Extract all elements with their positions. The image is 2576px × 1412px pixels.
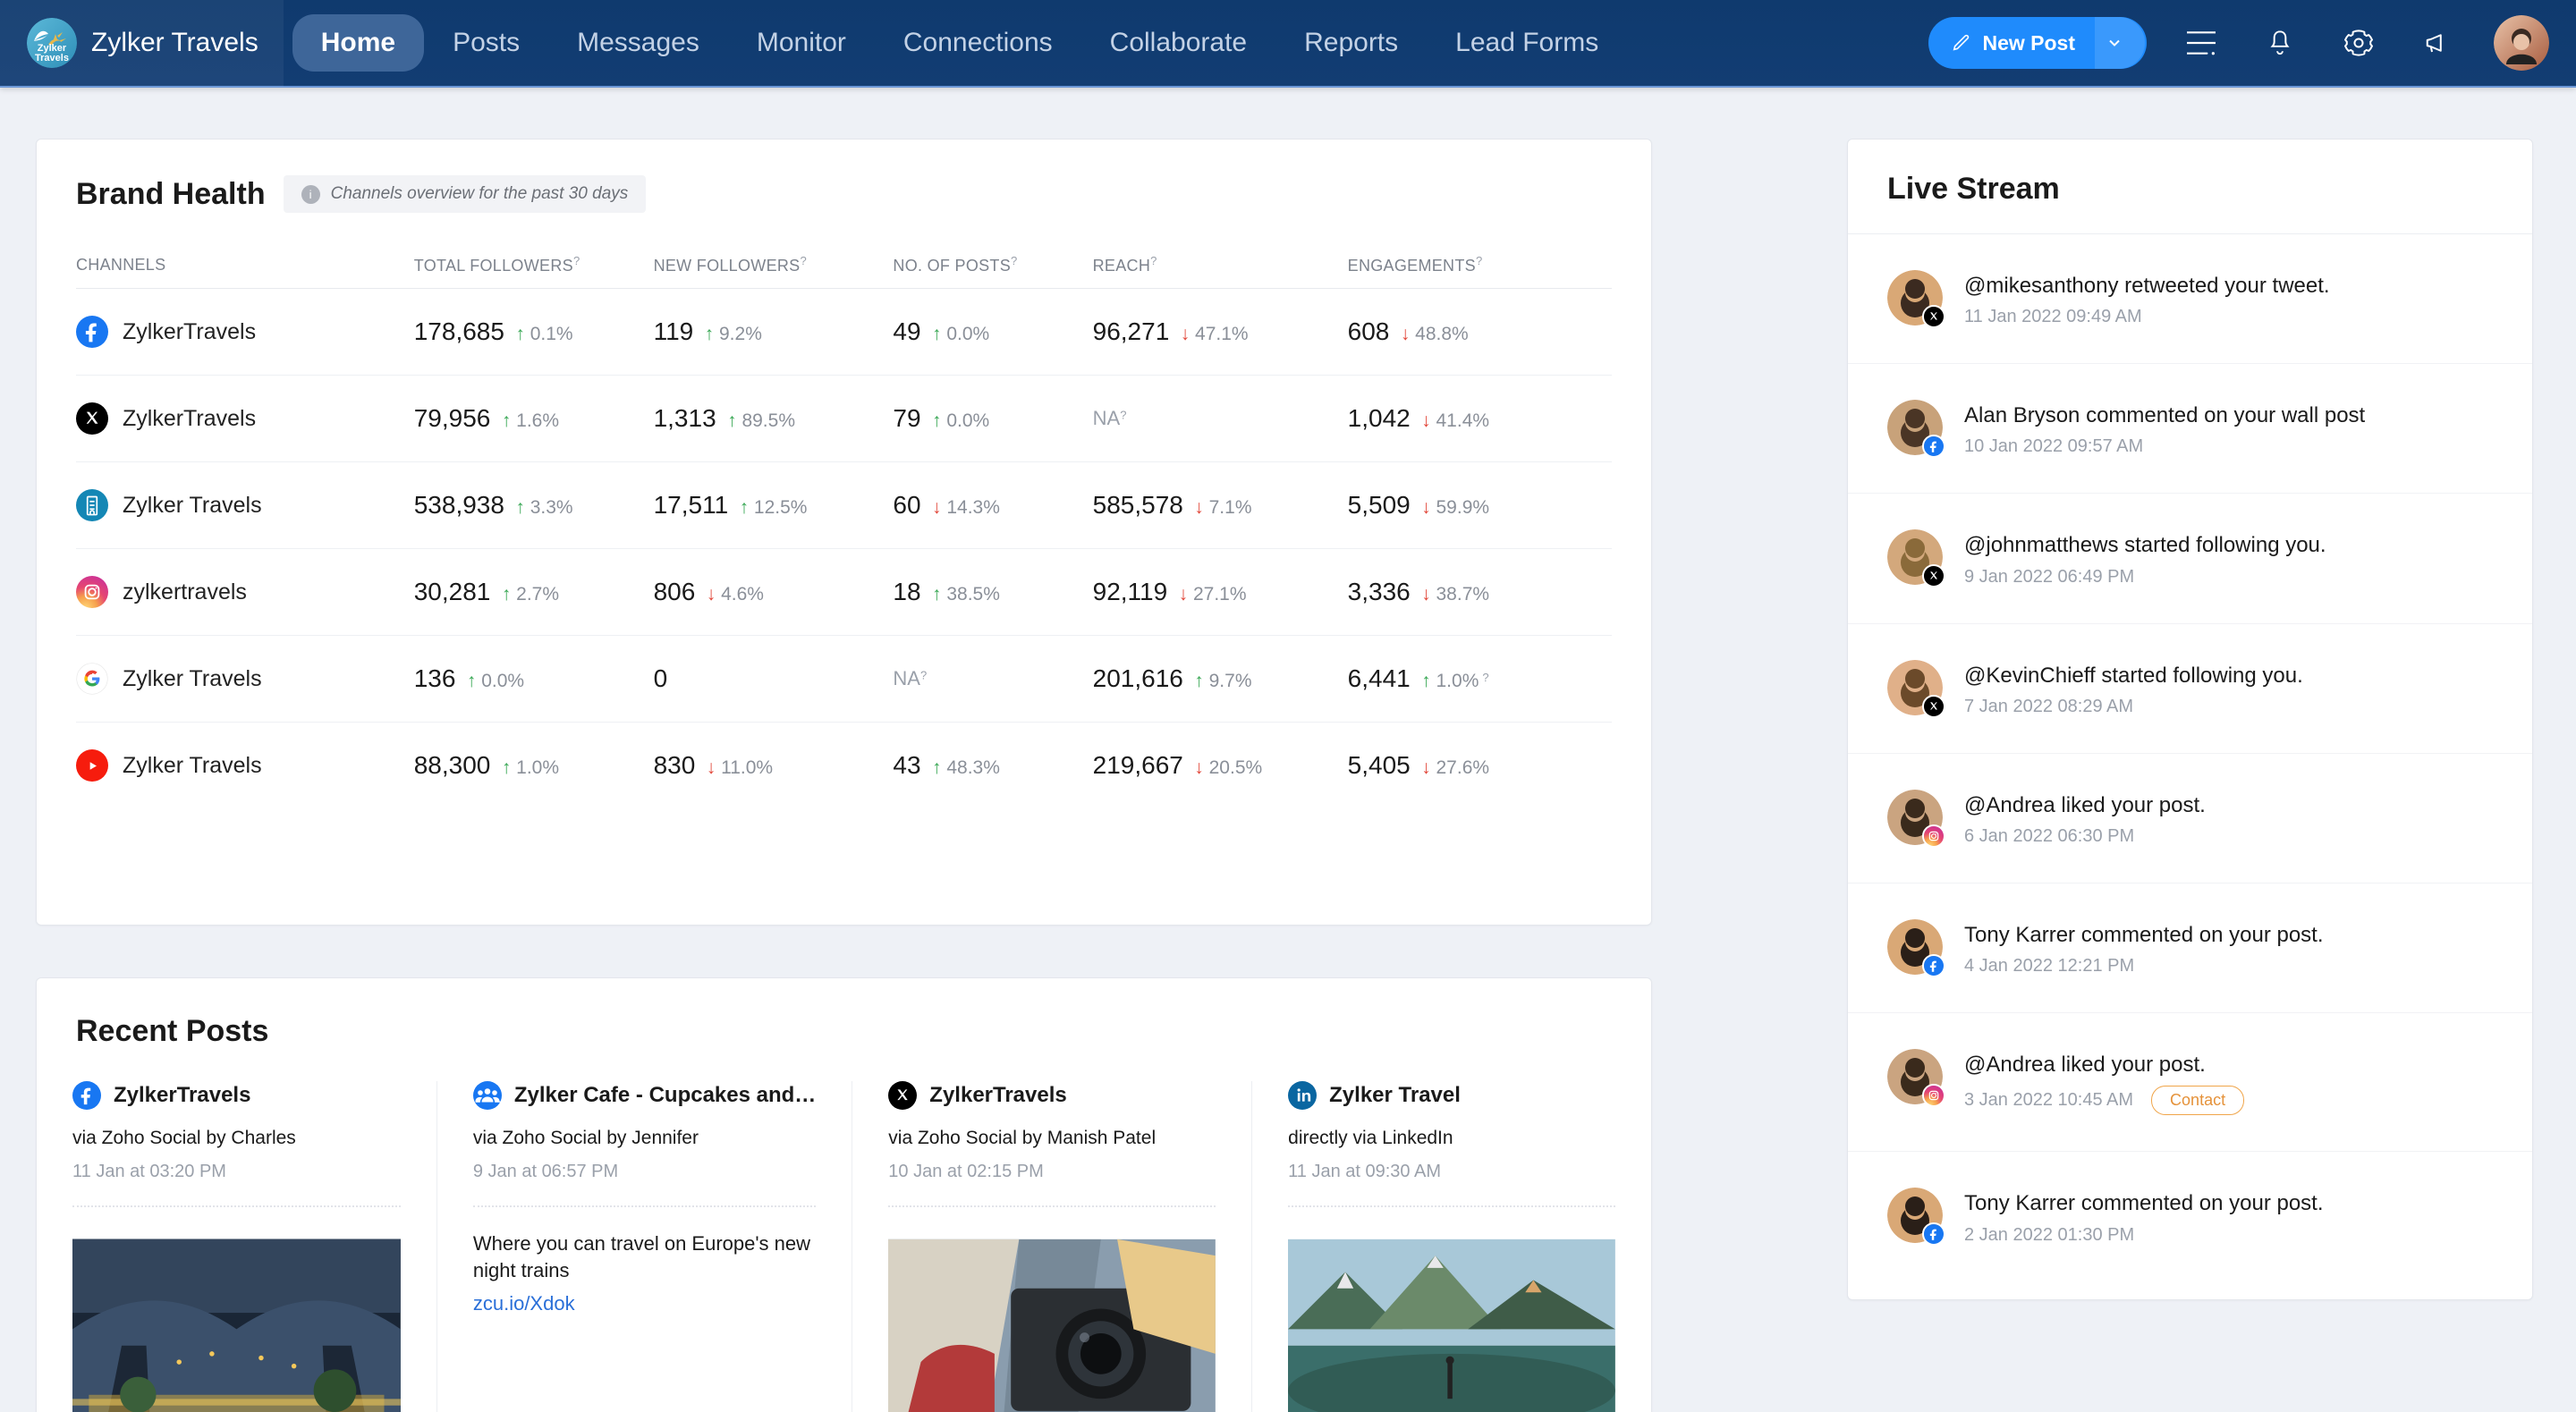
svg-text:Travels: Travels (35, 53, 69, 63)
